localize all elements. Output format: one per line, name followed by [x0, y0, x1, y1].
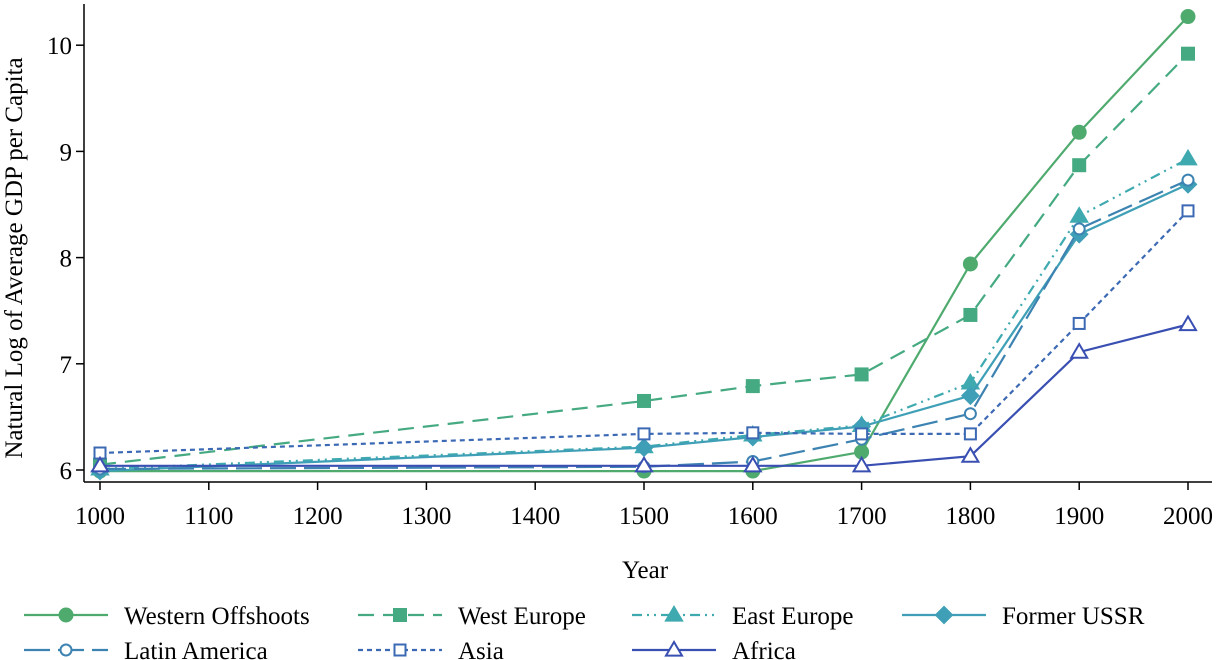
x-tick-label: 1800 — [945, 503, 995, 530]
series-asia — [93, 204, 1195, 460]
data-point-asia — [1072, 316, 1086, 330]
data-point-west-europe — [854, 367, 869, 382]
y-tick-label: 10 — [47, 33, 72, 60]
y-axis-title: Natural Log of Average GDP per Capita — [1, 57, 28, 458]
data-point-asia — [746, 426, 760, 440]
axes: 1000 1100 1200 1300 1400 1500 1600 1700 1800 1900… — [47, 4, 1213, 530]
legend-item-latin-america: Latin America — [24, 638, 268, 660]
legend-marker-west-europe — [393, 608, 407, 622]
legend-marker-latin-america — [59, 643, 73, 657]
legend-item-east-europe: East Europe — [632, 603, 853, 630]
legend-marker-africa — [664, 640, 684, 657]
data-point-western-offshoots — [1071, 124, 1087, 140]
x-tick-label: 1900 — [1054, 503, 1104, 530]
data-point-western-offshoots — [962, 256, 978, 272]
legend-marker-asia — [393, 643, 407, 657]
data-point-west-europe — [1072, 158, 1087, 173]
data-point-west-europe — [745, 379, 760, 394]
y-tick-label: 9 — [60, 139, 73, 166]
legend-label-africa: Africa — [732, 638, 796, 660]
legend-marker-former-ussr — [934, 605, 954, 625]
data-point-western-offshoots — [1180, 9, 1196, 25]
x-tick-label: 1000 — [75, 503, 125, 530]
data-point-africa — [634, 455, 654, 473]
legend-item-former-ussr: Former USSR — [902, 603, 1145, 630]
data-point-former-ussr — [634, 438, 654, 458]
legend-item-africa: Africa — [632, 638, 796, 660]
legend-label-west-europe: West Europe — [458, 603, 586, 630]
x-tick-label: 1500 — [619, 503, 669, 530]
legend-label-asia: Asia — [458, 638, 504, 660]
data-point-africa — [1178, 314, 1198, 332]
x-tick-label: 1700 — [837, 503, 887, 530]
legend-item-west-europe: West Europe — [358, 603, 586, 630]
legend-item-western-offshoots: Western Offshoots — [24, 603, 310, 630]
legend-item-asia: Asia — [358, 638, 504, 660]
x-tick-label: 2000 — [1163, 503, 1213, 530]
x-tick-label: 1200 — [293, 503, 343, 530]
data-point-africa — [960, 446, 981, 463]
data-point-asia — [1181, 204, 1195, 218]
legend: Western Offshoots West Europe East Europe F… — [24, 603, 1145, 660]
legend-marker-east-europe — [664, 605, 684, 622]
data-point-africa — [743, 455, 763, 473]
data-point-africa — [90, 455, 110, 473]
plot-area — [90, 9, 1198, 481]
y-tick-label: 8 — [60, 246, 73, 273]
data-point-latin-america — [1181, 173, 1195, 187]
x-tick-label: 1400 — [510, 503, 560, 530]
series-africa — [90, 314, 1198, 473]
data-point-africa — [1069, 342, 1089, 359]
legend-marker-western-offshoots — [58, 607, 74, 623]
legend-label-east-europe: East Europe — [732, 603, 853, 630]
x-axis-title: Year — [622, 557, 669, 584]
y-tick-label: 6 — [60, 458, 73, 485]
data-point-asia — [963, 427, 977, 441]
data-point-latin-america — [963, 407, 977, 421]
legend-label-former-ussr: Former USSR — [1002, 603, 1145, 630]
data-point-africa — [851, 455, 872, 473]
data-point-east-europe — [1178, 148, 1198, 166]
legend-label-western-offshoots: Western Offshoots — [124, 603, 310, 630]
legend-label-latin-america: Latin America — [124, 638, 268, 660]
data-point-west-europe — [637, 393, 651, 408]
data-point-west-europe — [1181, 46, 1195, 61]
data-point-east-europe — [1069, 206, 1089, 223]
y-tick-label: 7 — [60, 352, 73, 379]
data-point-asia — [855, 427, 869, 441]
data-point-latin-america — [1072, 222, 1086, 236]
data-point-asia — [637, 427, 651, 441]
data-point-west-europe — [963, 307, 978, 322]
data-point-former-ussr — [960, 386, 980, 406]
x-tick-label: 1600 — [728, 503, 778, 530]
x-tick-label: 1100 — [184, 503, 233, 530]
x-tick-label: 1300 — [401, 503, 451, 530]
